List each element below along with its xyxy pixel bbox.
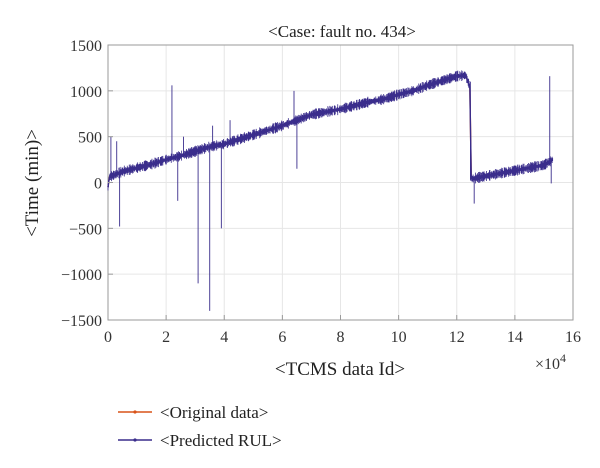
- x-multiplier-base: ×10: [535, 356, 560, 373]
- y-tick-label: 500: [78, 130, 102, 147]
- x-tick-label: 2: [162, 329, 170, 346]
- tick-labels: 0 2 4 6 8 10 12 14 16 −1500 −1000 −500 0 500 1000 1500: [61, 38, 581, 346]
- x-tick-label: 0: [104, 329, 112, 346]
- series-predicted-rul: [107, 70, 554, 311]
- series-line: [107, 74, 554, 188]
- x-tick-label: 8: [337, 329, 345, 346]
- legend: <Original data> <Predicted RUL>: [118, 403, 282, 450]
- y-tick-label: 1000: [70, 84, 102, 101]
- series-noise: [107, 70, 554, 191]
- x-multiplier: ×104: [535, 351, 566, 373]
- x-axis-label: <TCMS data Id>: [275, 359, 405, 380]
- series-original-data: [107, 74, 554, 188]
- y-tick-label: −1000: [61, 267, 102, 284]
- series-line: [107, 74, 554, 188]
- legend-label-original: <Original data>: [160, 403, 268, 422]
- y-tick-label: 1500: [70, 38, 102, 55]
- y-tick-label: −1500: [61, 313, 102, 330]
- y-axis-label: <Time (min)>: [22, 129, 43, 237]
- x-tick-label: 14: [507, 329, 523, 346]
- series-layer: [107, 70, 554, 311]
- legend-marker-original: [133, 410, 137, 414]
- x-tick-label: 10: [391, 329, 407, 346]
- y-tick-label: 0: [94, 176, 102, 193]
- x-multiplier-exponent: 4: [560, 351, 566, 365]
- x-tick-label: 16: [565, 329, 581, 346]
- y-tick-label: −500: [69, 221, 102, 238]
- legend-marker-predicted: [133, 438, 137, 442]
- chart-title: <Case: fault no. 434>: [268, 22, 416, 41]
- legend-label-predicted: <Predicted RUL>: [160, 431, 282, 450]
- x-tick-label: 12: [449, 329, 465, 346]
- x-tick-label: 6: [278, 329, 286, 346]
- x-tick-label: 4: [220, 329, 228, 346]
